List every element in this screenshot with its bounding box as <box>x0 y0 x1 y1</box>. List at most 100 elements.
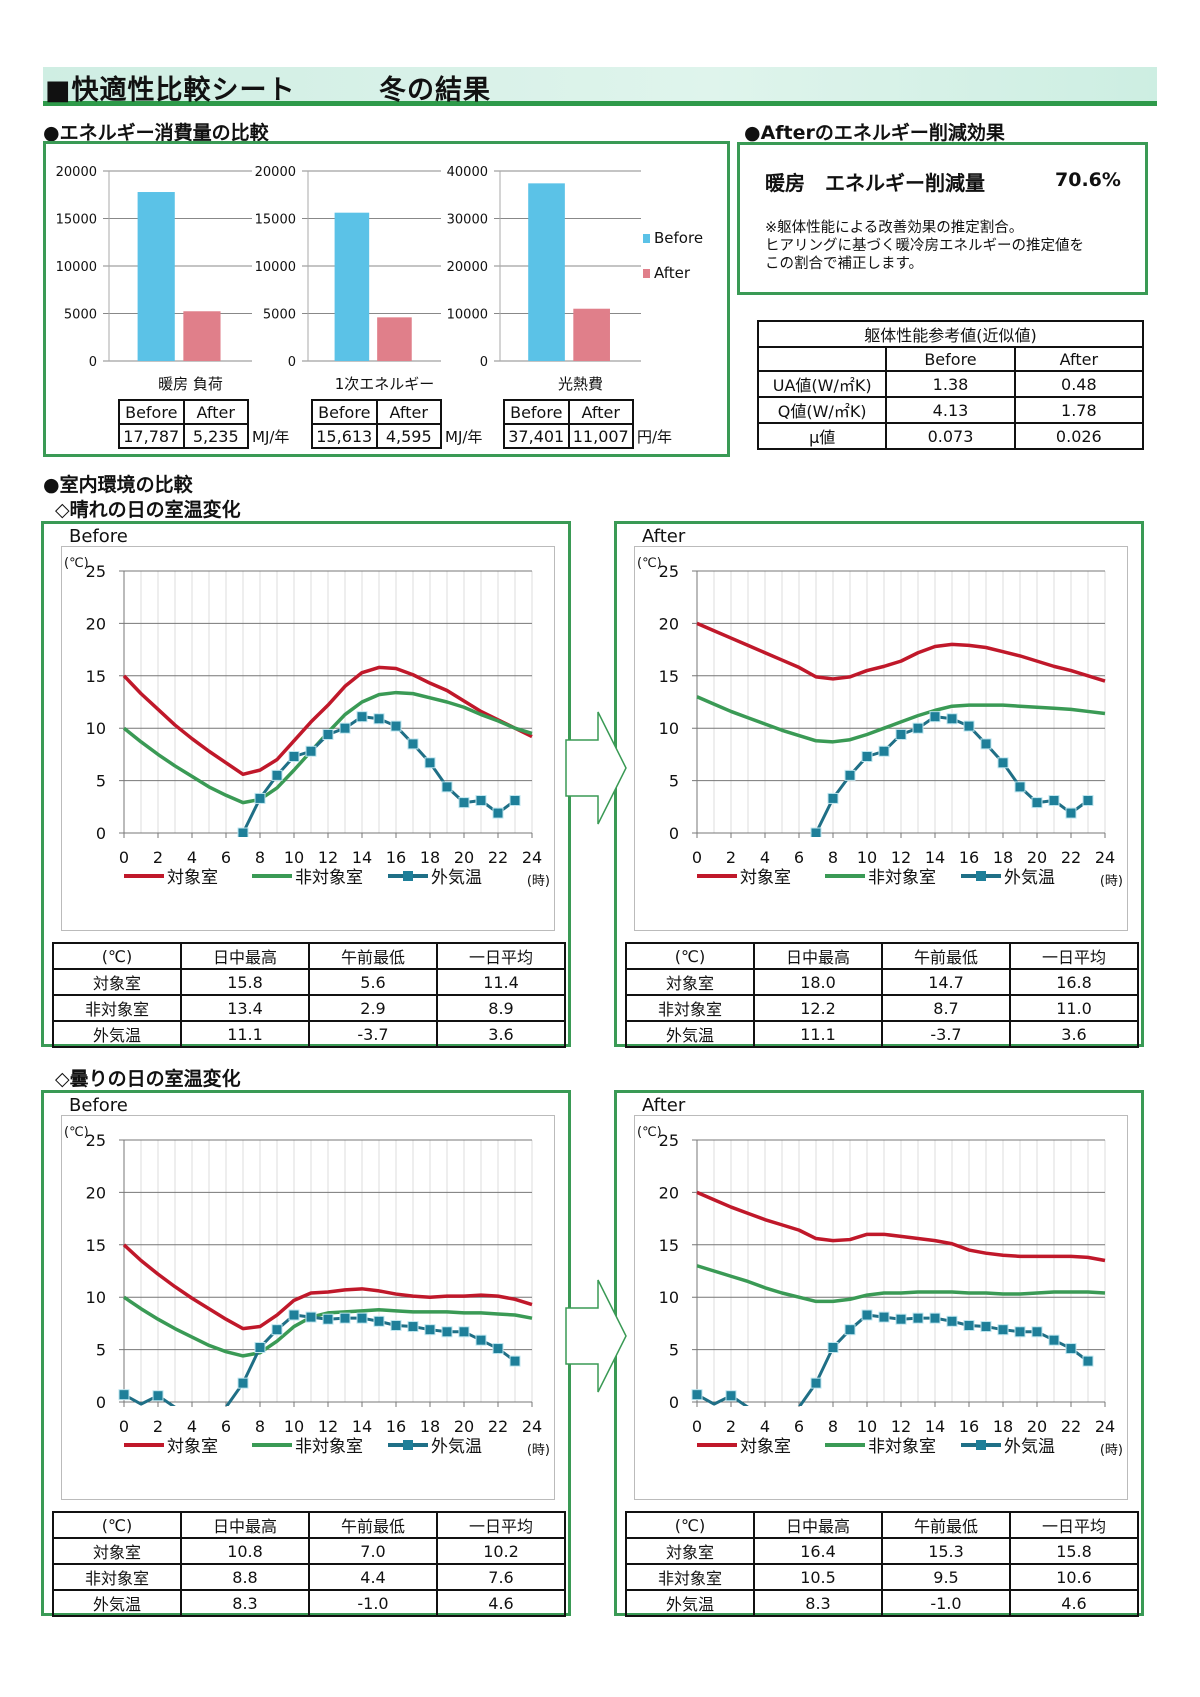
y-tick-label: 20000 <box>255 165 296 180</box>
y-tick-label: 0 <box>669 1393 679 1412</box>
cell: 16.4 <box>753 1537 883 1565</box>
cell: 1.78 <box>1013 396 1145 424</box>
outdoor-marker <box>1031 1326 1043 1338</box>
outdoor-temp-line <box>118 1309 521 1406</box>
outdoor-marker <box>946 713 958 725</box>
outdoor-marker <box>1014 781 1026 793</box>
x-tick-label: 18 <box>420 1417 440 1436</box>
outdoor-marker <box>929 1312 941 1324</box>
before-value: 37,401 <box>503 423 570 449</box>
outdoor-marker <box>288 1309 300 1321</box>
outdoor-marker <box>458 1326 470 1338</box>
cell: 13.4 <box>180 994 310 1022</box>
outdoor-marker <box>356 1312 368 1324</box>
cell: -3.7 <box>308 1020 438 1048</box>
y-tick-label: 0 <box>480 355 488 370</box>
title-bar: ■快適性比較シート 冬の結果 <box>43 67 1157 106</box>
before-bar <box>528 183 565 361</box>
outdoor-marker <box>424 1324 436 1336</box>
outdoor-marker <box>424 757 436 769</box>
header-cell: 午前最低 <box>308 1511 438 1539</box>
x-tick-label: 22 <box>488 848 508 867</box>
outdoor-marker <box>305 1311 317 1323</box>
header-cell: Before <box>503 399 570 425</box>
legend-label: 外気温 <box>1004 868 1055 888</box>
x-tick-label: 4 <box>760 848 770 867</box>
y-tick-label: 0 <box>96 824 106 843</box>
header-cell: (℃) <box>625 1511 755 1539</box>
row-label: 外気温 <box>52 1020 182 1048</box>
table-row: 非対象室 10.5 9.5 10.6 <box>625 1563 1139 1591</box>
outdoor-marker <box>1048 795 1060 807</box>
y-axis-unit: (℃) <box>637 556 662 571</box>
x-axis-unit: (時) <box>1100 874 1123 889</box>
y-tick-label: 10 <box>86 1288 106 1307</box>
outdoor-marker <box>373 1315 385 1327</box>
outdoor-marker <box>946 1315 958 1327</box>
row-label: UA値(W/㎡K) <box>756 370 888 398</box>
x-tick-label: 16 <box>386 848 406 867</box>
x-tick-label: 0 <box>119 848 129 867</box>
legend-label: 外気温 <box>1004 1437 1055 1457</box>
x-tick-label: 16 <box>386 1417 406 1436</box>
x-axis-unit: (時) <box>527 874 550 889</box>
legend-label: 対象室 <box>167 1437 218 1457</box>
outdoor-marker <box>725 1390 737 1402</box>
outdoor-marker <box>339 1312 351 1324</box>
after-bar <box>377 317 412 361</box>
x-tick-label: 22 <box>488 1417 508 1436</box>
x-tick-label: 4 <box>760 1417 770 1436</box>
right-arrow-icon <box>565 1279 627 1393</box>
y-tick-label: 25 <box>86 1131 106 1150</box>
header-row: Before After <box>311 399 442 425</box>
row-label: 対象室 <box>52 1537 182 1565</box>
cell: 0.026 <box>1013 422 1145 450</box>
cell: 8.3 <box>180 1589 310 1617</box>
outdoor-marker <box>407 738 419 750</box>
arrow-shape <box>565 1279 627 1393</box>
legend-label: 外気温 <box>431 868 482 888</box>
outdoor-marker <box>691 1389 703 1401</box>
outdoor-marker <box>878 745 890 757</box>
reduction-heading: ●Afterのエネルギー削減効果 <box>744 122 1005 144</box>
legend-label: 非対象室 <box>295 868 363 888</box>
cell: 0.48 <box>1013 370 1145 398</box>
cell: 15.8 <box>1009 1537 1139 1565</box>
header-row: (℃) 日中最高 午前最低 一日平均 <box>52 1511 566 1539</box>
row-label: 非対象室 <box>625 994 755 1022</box>
cell: 7.0 <box>308 1537 438 1565</box>
outdoor-marker <box>271 769 283 781</box>
legend-marker <box>976 1440 986 1450</box>
header-cell: 午前最低 <box>881 1511 1011 1539</box>
outdoor-marker <box>458 797 470 809</box>
row-label: 非対象室 <box>52 1563 182 1591</box>
y-tick-label: 20 <box>86 614 106 633</box>
header-cell: 午前最低 <box>308 942 438 970</box>
outdoor-marker <box>390 1319 402 1331</box>
x-tick-label: 22 <box>1061 1417 1081 1436</box>
after-bar <box>573 308 610 361</box>
legend-label: 非対象室 <box>295 1437 363 1457</box>
y-tick-label: 20 <box>659 614 679 633</box>
table-row: 対象室 10.8 7.0 10.2 <box>52 1537 566 1565</box>
x-tick-label: 24 <box>1095 1417 1115 1436</box>
y-tick-label: 40000 <box>447 165 488 180</box>
x-tick-label: 0 <box>692 1417 702 1436</box>
energy-value-table: Before After 15,613 4,595 <box>311 399 442 449</box>
legend-label: 外気温 <box>431 1437 482 1457</box>
y-tick-label: 10000 <box>447 308 488 323</box>
x-tick-label: 12 <box>318 1417 338 1436</box>
row-label: μ値 <box>756 422 888 450</box>
bar-legend: Before After <box>643 229 703 282</box>
reduction-label: 暖房 エネルギー削減量 <box>765 171 985 195</box>
x-tick-label: 12 <box>891 1417 911 1436</box>
y-axis-unit: (℃) <box>64 1125 89 1140</box>
reduction-value: 70.6% <box>1055 169 1121 191</box>
outdoor-marker <box>441 781 453 793</box>
outdoor-marker <box>407 1321 419 1333</box>
cell: 8.8 <box>180 1563 310 1591</box>
x-axis-unit: (時) <box>1100 1443 1123 1458</box>
